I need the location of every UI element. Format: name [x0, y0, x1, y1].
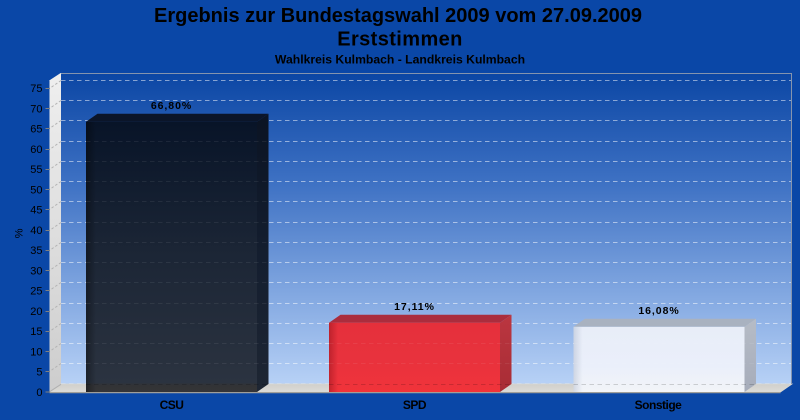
svg-text:SPD: SPD [403, 398, 427, 412]
svg-text:Wahlkreis Kulmbach - Landkreis: Wahlkreis Kulmbach - Landkreis Kulmbach [275, 53, 525, 67]
svg-text:10: 10 [30, 347, 42, 359]
svg-text:15: 15 [30, 326, 42, 338]
svg-text:Ergebnis zur Bundestagswahl 20: Ergebnis zur Bundestagswahl 2009 vom 27.… [154, 5, 642, 27]
svg-text:17,11%: 17,11% [394, 301, 435, 313]
svg-text:5: 5 [36, 367, 42, 379]
svg-text:Erststimmen: Erststimmen [337, 29, 463, 51]
svg-text:65: 65 [30, 124, 42, 136]
svg-text:60: 60 [30, 144, 42, 156]
svg-text:35: 35 [30, 245, 42, 257]
svg-text:45: 45 [30, 205, 42, 217]
svg-text:CSU: CSU [160, 398, 184, 412]
svg-text:75: 75 [30, 83, 42, 95]
svg-text:Sonstige: Sonstige [635, 398, 682, 412]
svg-text:50: 50 [30, 184, 42, 196]
svg-text:0: 0 [36, 387, 42, 399]
svg-text:20: 20 [30, 306, 42, 318]
svg-text:55: 55 [30, 164, 42, 176]
svg-text:%: % [13, 228, 25, 238]
svg-text:70: 70 [30, 103, 42, 115]
svg-text:30: 30 [30, 265, 42, 277]
svg-text:40: 40 [30, 225, 42, 237]
svg-text:25: 25 [30, 286, 42, 298]
svg-text:16,08%: 16,08% [638, 305, 679, 317]
svg-text:66,80%: 66,80% [151, 100, 192, 112]
